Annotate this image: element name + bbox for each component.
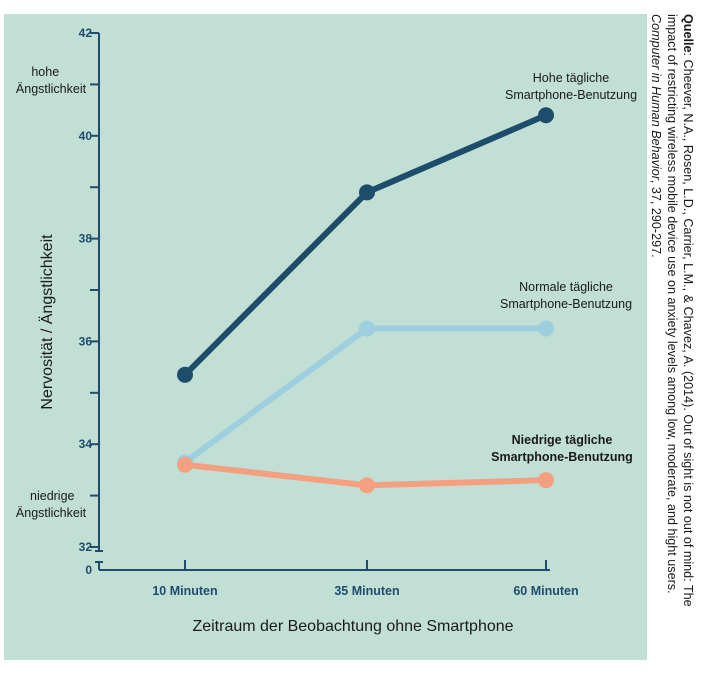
y-tick-label: 34 bbox=[79, 437, 93, 451]
source-line-3-text: , 37, 290-297. bbox=[649, 179, 663, 258]
y-tick-label: 32 bbox=[79, 540, 93, 554]
x-tick-label: 10 Minuten bbox=[152, 584, 217, 598]
axis-ticks: 32 34 36 38 40 42 0 10 Minuten 35 Minuten 60 Minu… bbox=[79, 26, 579, 598]
source-label: Quelle bbox=[681, 14, 695, 53]
source-citation: Quelle: Cheever, N.A., Rosen, L.D., Carr… bbox=[648, 14, 696, 660]
y-tick-label: 40 bbox=[79, 129, 93, 143]
chart-labels: Nervosität / Ängstlichkeit Zeitraum der … bbox=[16, 65, 514, 635]
data-point bbox=[538, 472, 554, 489]
x-axis-label: Zeitraum der Beobachtung ohne Smartphone bbox=[192, 618, 513, 635]
data-point bbox=[359, 320, 375, 337]
source-line-3: Computer in Human Behavior, 37, 290-297. bbox=[648, 14, 664, 660]
series-label-line: Smartphone-Benutzung bbox=[505, 88, 637, 102]
annotation-low-line1: niedrige bbox=[30, 489, 75, 503]
line-chart: 32 34 36 38 40 42 0 10 Minuten 35 Minuten 60 Minu… bbox=[4, 14, 647, 660]
series-label: Normale tägliche Smartphone-Benutzung bbox=[500, 280, 632, 311]
y-axis-label: Nervosität / Ängstlichkeit bbox=[38, 234, 56, 410]
series-label-line: Hohe tägliche bbox=[533, 71, 609, 85]
data-point bbox=[359, 184, 375, 201]
data-point bbox=[177, 456, 193, 473]
data-point bbox=[538, 320, 554, 337]
series-label-line: Normale tägliche bbox=[519, 280, 613, 294]
annotation-low-anxiety: niedrige Ängstlichkeit bbox=[16, 489, 87, 520]
series-label: Hohe tägliche Smartphone-Benutzung bbox=[505, 71, 637, 102]
y-tick-label: 38 bbox=[79, 232, 93, 246]
source-line-2: impact of restricting wireless mobile de… bbox=[665, 14, 679, 594]
annotation-high-line1: hohe bbox=[31, 65, 59, 79]
x-tick-label: 60 Minuten bbox=[513, 584, 578, 598]
y-tick-label: 42 bbox=[79, 26, 93, 40]
series-label-line: Smartphone-Benutzung bbox=[491, 450, 633, 464]
annotation-high-line2: Ängstlichkeit bbox=[16, 82, 87, 96]
plot-panel: 32 34 36 38 40 42 0 10 Minuten 35 Minuten 60 Minu… bbox=[4, 14, 647, 660]
y-tick-label: 36 bbox=[79, 334, 93, 348]
data-point bbox=[359, 477, 375, 494]
chart-background bbox=[4, 14, 647, 660]
annotation-low-line2: Ängstlichkeit bbox=[16, 506, 87, 520]
series-label-line: Smartphone-Benutzung bbox=[500, 297, 632, 311]
y-tick-label-zero: 0 bbox=[85, 563, 92, 577]
annotation-high-anxiety: hohe Ängstlichkeit bbox=[16, 65, 87, 96]
source-line-1-text: : Cheever, N.A., Rosen, L.D., Carrier, L… bbox=[681, 52, 695, 607]
series-label-line: Niedrige tägliche bbox=[512, 433, 613, 447]
data-point bbox=[538, 107, 554, 124]
axes bbox=[95, 33, 550, 571]
data-point bbox=[177, 366, 193, 383]
source-journal: Computer in Human Behavior bbox=[649, 14, 663, 180]
series-label: Niedrige tägliche Smartphone-Benutzung bbox=[491, 433, 633, 464]
series-lines: Hohe tägliche Smartphone-BenutzungNormale… bbox=[177, 71, 637, 494]
x-tick-label: 35 Minuten bbox=[334, 584, 399, 598]
source-line-1: Quelle: Cheever, N.A., Rosen, L.D., Carr… bbox=[680, 14, 696, 660]
